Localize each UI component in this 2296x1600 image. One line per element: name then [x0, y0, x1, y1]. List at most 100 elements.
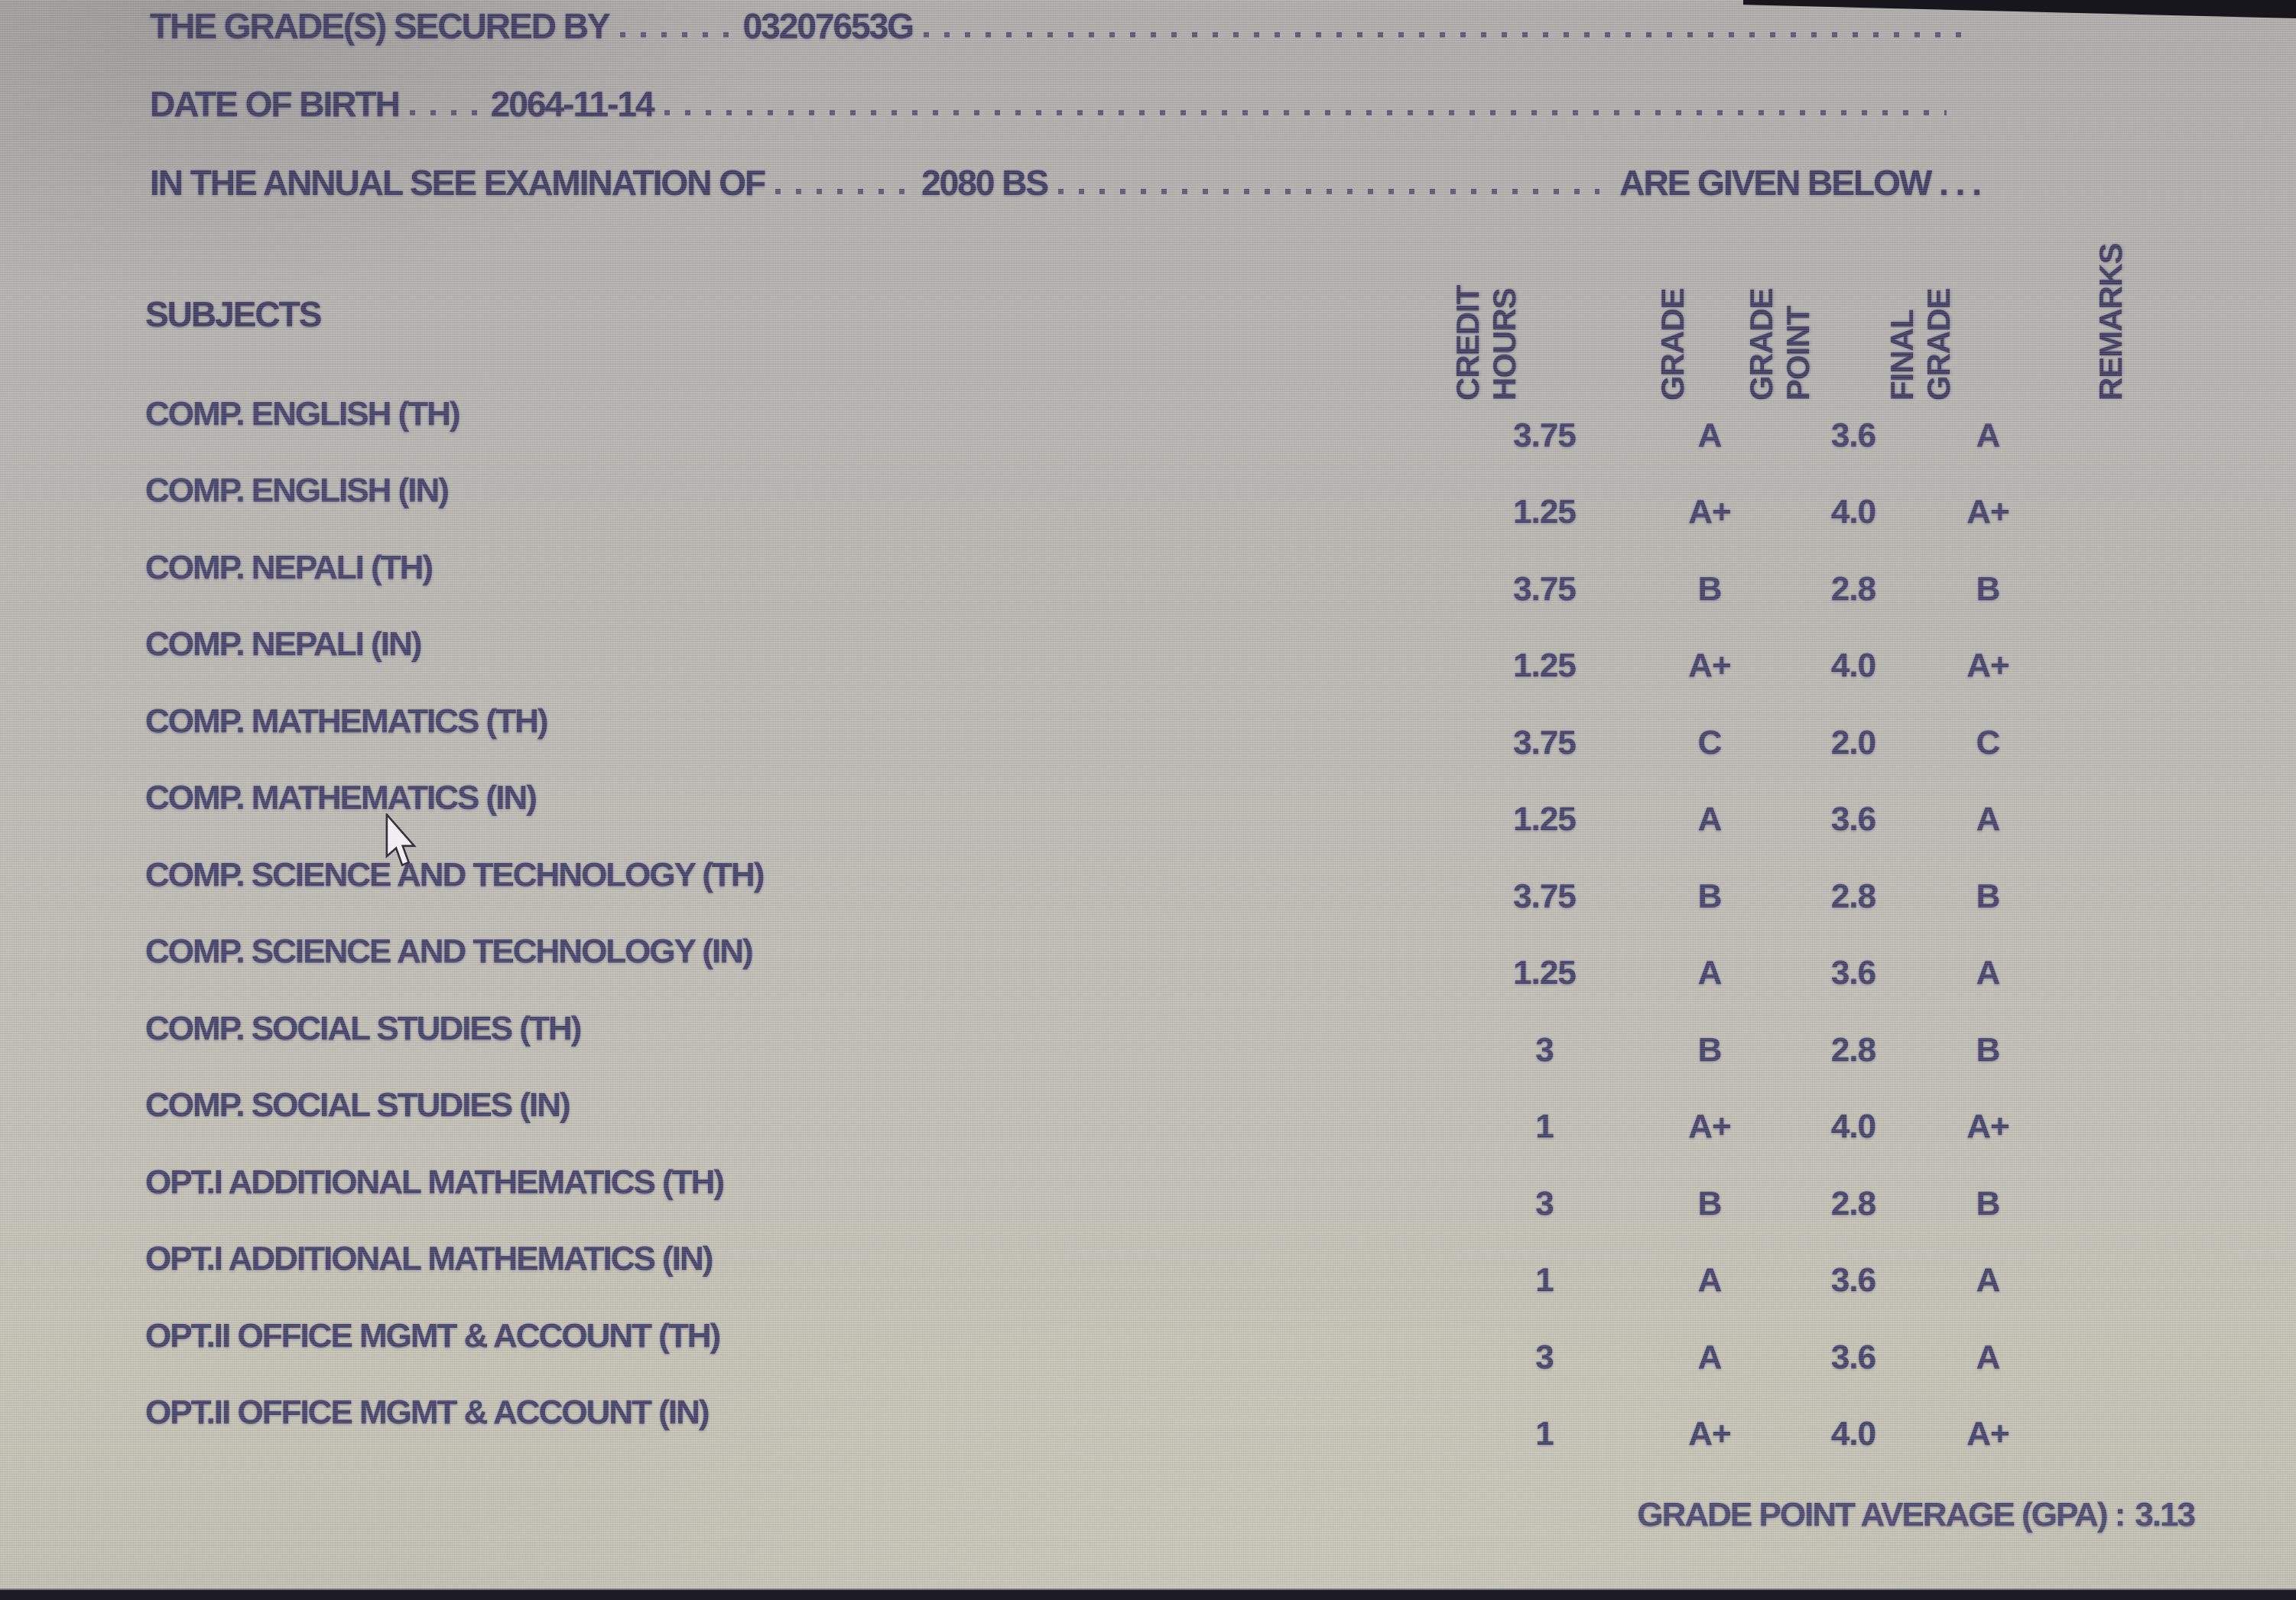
grade-point-value: 4.0 [1830, 1415, 1876, 1452]
field-label: THE GRADE(S) SECURED BY [150, 6, 611, 46]
gpa-line: GRADE POINT AVERAGE (GPA) :3.13 [1606, 1496, 2196, 1533]
date-of-birth-line: DATE OF BIRTH 2064-11-14 [150, 86, 1954, 122]
grade-value: A+ [1688, 647, 1731, 684]
credit-hours-value: 1.25 [1513, 647, 1577, 684]
final-grade-value: B [1976, 1185, 2001, 1222]
final-grade-value: A+ [1966, 493, 2009, 531]
table-row: COMP. SCIENCE AND TECHNOLOGY (IN) 1.25 A… [0, 935, 2296, 1011]
subject-name: COMP. ENGLISH (TH) [145, 395, 461, 433]
examination-year-line: IN THE ANNUAL SEE EXAMINATION OF 2080 BS A… [150, 163, 1982, 203]
grade-value: A [1697, 954, 1723, 991]
grade-point-value: 3.6 [1830, 1339, 1876, 1376]
remarks-column-header: REMARKS [2093, 243, 2129, 401]
grade-point-value: 3.6 [1830, 954, 1876, 991]
subject-name: OPT.II OFFICE MGMT & ACCOUNT (IN) [145, 1394, 710, 1431]
credit-hours-value: 1 [1535, 1108, 1554, 1145]
table-row: COMP. NEPALI (IN) 1.25 A+ 4.0 A+ [0, 628, 2296, 704]
credit-hours-value: 1 [1535, 1415, 1554, 1452]
gpa-label: GRADE POINT AVERAGE (GPA) : [1637, 1496, 2126, 1533]
subject-name: COMP. SOCIAL STUDIES (TH) [145, 1010, 582, 1047]
arrow-cursor-icon [385, 813, 417, 867]
final-grade-value: B [1976, 570, 2001, 608]
subject-name: OPT.I ADDITIONAL MATHEMATICS (IN) [145, 1240, 713, 1277]
subject-name: COMP. ENGLISH (IN) [145, 472, 450, 509]
subject-name: OPT.II OFFICE MGMT & ACCOUNT (TH) [145, 1317, 721, 1355]
grade-point-value: 2.8 [1830, 570, 1876, 608]
final-grade-value: A [1976, 954, 2001, 991]
subject-name: OPT.I ADDITIONAL MATHEMATICS (TH) [145, 1163, 725, 1201]
table-row: OPT.II OFFICE MGMT & ACCOUNT (IN) 1 A+ 4… [0, 1396, 2296, 1472]
final-grade-value: A+ [1966, 647, 2009, 684]
grade-point-value: 3.6 [1830, 800, 1876, 838]
final-grade-value: B [1976, 1031, 2001, 1069]
credit-hours-value: 3.75 [1513, 724, 1577, 761]
credit-hours-column-header: CREDIT HOURS [1450, 285, 1522, 401]
subject-name: COMP. SCIENCE AND TECHNOLOGY (IN) [145, 933, 754, 970]
grade-point-value: 2.0 [1830, 724, 1876, 761]
table-row: OPT.I ADDITIONAL MATHEMATICS (TH) 3 B 2.… [0, 1166, 2296, 1242]
grade-point-value: 4.0 [1830, 647, 1876, 684]
table-row: OPT.I ADDITIONAL MATHEMATICS (IN) 1 A 3.… [0, 1242, 2296, 1319]
subject-name: COMP. MATHEMATICS (TH) [145, 703, 549, 740]
final-grade-value: A [1976, 800, 2001, 838]
credit-hours-value: 1 [1535, 1261, 1554, 1299]
grade-point-value: 4.0 [1830, 493, 1876, 531]
table-row: COMP. ENGLISH (TH) 3.75 A 3.6 A [0, 398, 2296, 474]
final-grade-value: A+ [1966, 1415, 2009, 1452]
subject-name: COMP. SCIENCE AND TECHNOLOGY (TH) [145, 856, 765, 894]
grade-point-column-header: GRADE POINT [1743, 288, 1816, 401]
gpa-value: 3.13 [2135, 1496, 2196, 1533]
grades-secured-by-line: THE GRADE(S) SECURED BY 03207653G [150, 8, 1980, 44]
dotted-fill [609, 8, 743, 44]
credit-hours-value: 3 [1535, 1339, 1554, 1376]
final-grade-value: B [1976, 878, 2001, 915]
credit-hours-value: 3 [1535, 1185, 1554, 1222]
grade-value: A+ [1688, 1415, 1731, 1452]
table-row: COMP. SCIENCE AND TECHNOLOGY (TH) 3.75 B… [0, 858, 2296, 935]
final-grade-value: A [1976, 1339, 2001, 1376]
credit-hours-value: 1.25 [1513, 800, 1577, 838]
credit-hours-value: 3.75 [1513, 570, 1577, 608]
symbol-number-value: 03207653G [742, 6, 914, 46]
date-of-birth-value: 2064-11-14 [490, 84, 655, 124]
subject-name: COMP. NEPALI (IN) [145, 625, 422, 663]
credit-hours-value: 3.75 [1513, 878, 1577, 915]
dotted-fill [1047, 164, 1607, 201]
grade-point-value: 3.6 [1830, 1261, 1876, 1299]
final-grade-value: A+ [1966, 1108, 2009, 1145]
grade-value: C [1697, 724, 1723, 761]
grade-point-value: 2.8 [1830, 1031, 1876, 1069]
grade-point-value: 2.8 [1830, 1185, 1876, 1222]
table-row: COMP. MATHEMATICS (TH) 3.75 C 2.0 C [0, 705, 2296, 781]
grade-value: B [1697, 1031, 1723, 1069]
dotted-fill [913, 8, 1980, 44]
credit-hours-value: 3.75 [1513, 417, 1577, 454]
table-row: COMP. MATHEMATICS (IN) 1.25 A 3.6 A [0, 781, 2296, 858]
grade-value: A+ [1688, 1108, 1731, 1145]
field-label: DATE OF BIRTH [150, 84, 401, 124]
subjects-column-header: SUBJECTS [145, 294, 322, 334]
field-label: IN THE ANNUAL SEE EXAMINATION OF [150, 163, 766, 203]
table-row: COMP. SOCIAL STUDIES (IN) 1 A+ 4.0 A+ [0, 1089, 2296, 1165]
grade-value: B [1697, 1185, 1723, 1222]
credit-hours-value: 1.25 [1513, 954, 1577, 991]
grade-point-value: 2.8 [1830, 878, 1876, 915]
final-grade-value: A [1976, 417, 2001, 454]
exam-year-value: 2080 BS [921, 163, 1049, 203]
grade-value: B [1697, 570, 1723, 608]
grade-value: A [1697, 1339, 1723, 1376]
final-grade-column-header: FINAL GRADE [1884, 288, 1957, 401]
dotted-fill [765, 164, 921, 201]
table-row: COMP. ENGLISH (IN) 1.25 A+ 4.0 A+ [0, 474, 2296, 550]
grade-value: A+ [1688, 493, 1731, 531]
grade-value: B [1697, 878, 1723, 915]
final-grade-value: C [1976, 724, 2001, 761]
subject-name: COMP. NEPALI (TH) [145, 549, 434, 586]
dotted-fill [654, 86, 1954, 122]
grade-value: A [1697, 800, 1723, 838]
grade-point-value: 3.6 [1830, 417, 1876, 454]
field-suffix: ARE GIVEN BELOW . . . [1619, 163, 1982, 203]
table-row: OPT.II OFFICE MGMT & ACCOUNT (TH) 3 A 3.… [0, 1319, 2296, 1396]
credit-hours-value: 3 [1535, 1031, 1554, 1069]
screen-bezel-bottom [0, 1589, 2296, 1600]
